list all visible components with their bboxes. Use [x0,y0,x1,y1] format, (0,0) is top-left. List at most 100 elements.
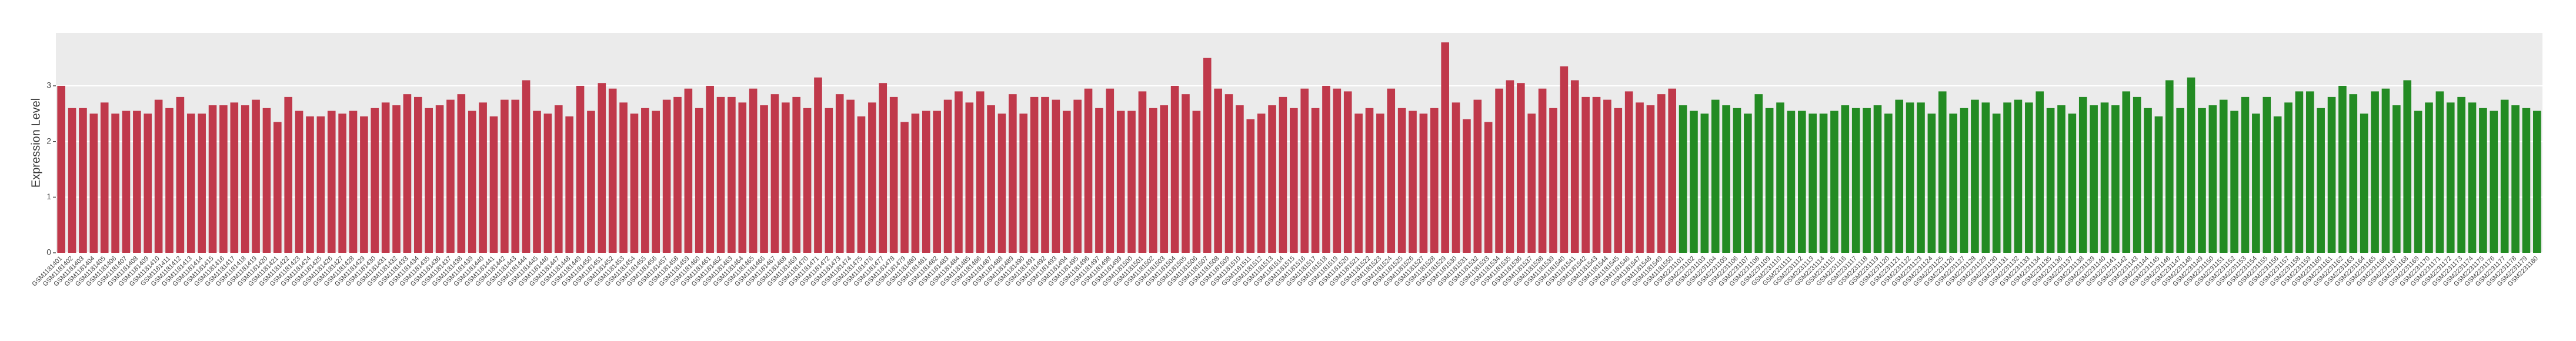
bar [1668,88,1677,253]
bar [598,83,606,253]
y-axis-title: Expression Level [29,98,42,188]
bar [1484,122,1493,253]
bar [1419,113,1428,253]
bar [1981,102,1990,253]
bar [1538,88,1547,253]
bar [2122,91,2131,253]
bar [2284,102,2293,253]
bar [1603,99,1611,253]
bar [154,99,163,253]
bar [522,80,530,253]
bar [457,94,466,253]
bar [2360,113,2368,253]
y-tick-label: 1 [46,192,51,201]
bar [825,108,833,253]
bar [2003,102,2011,253]
bar [846,99,855,253]
bar [533,111,541,253]
bar [1160,105,1169,253]
bar [889,96,898,253]
bar [111,113,119,253]
bar [630,113,639,253]
bar [2327,96,2336,253]
bar [165,108,173,253]
bar [976,91,985,253]
bar [2219,99,2228,253]
bar [608,88,617,253]
bar [100,102,109,253]
bar [479,102,487,253]
bar [1506,80,1514,253]
bar [252,99,260,253]
bar [1084,88,1093,253]
bar [2446,102,2455,253]
bar [1430,108,1439,253]
bar [2014,99,2023,253]
bar [1819,113,1828,253]
bar [2046,108,2055,253]
bar [1570,80,1579,253]
bar [1095,108,1103,253]
bar [1343,91,1352,253]
bar [1841,105,1850,253]
bar [349,111,358,253]
bar [1279,96,1287,253]
bar [1149,108,1157,253]
bar [803,108,812,253]
bar [749,88,758,253]
bar [435,105,444,253]
bar [2511,105,2520,253]
bar [1917,102,1925,253]
bar [1268,105,1276,253]
bar [695,108,703,253]
bar [2371,91,2379,253]
bar [1700,113,1709,253]
bar [1722,105,1730,253]
bar [1062,111,1071,253]
bar [1527,113,1536,253]
bar [198,113,206,253]
bar [511,99,520,253]
bar [2403,80,2412,253]
bar [1041,96,1049,253]
y-tick-label: 2 [46,136,51,145]
bar [565,116,573,253]
bar [1019,113,1028,253]
bar [57,85,65,253]
bar [1690,111,1698,253]
bar [868,102,876,253]
bar [2381,88,2390,253]
bar [1397,108,1406,253]
bar [1116,111,1125,253]
bar [403,94,412,253]
bar [89,113,98,253]
bar [2078,96,2087,253]
bar [2154,116,2163,253]
bar [2263,96,2271,253]
bar [1517,83,1525,253]
bar [446,99,455,253]
bar [792,96,801,253]
bar [1246,119,1255,253]
bar [1224,94,1233,253]
bar [1624,91,1633,253]
bar [1192,111,1201,253]
bar [2457,96,2465,253]
bar [814,77,822,253]
bar [306,116,314,253]
bar [1387,88,1396,253]
bar [2533,111,2541,253]
bar [662,99,671,253]
bar [2305,91,2314,253]
bar [933,111,941,253]
bar [1182,94,1190,253]
bar [2144,108,2152,253]
bar [1711,99,1720,253]
bar [2068,113,2077,253]
bar [1776,102,1784,253]
bar [1376,113,1384,253]
bar [1927,113,1936,253]
bar [2349,94,2358,253]
bar [2317,108,2325,253]
